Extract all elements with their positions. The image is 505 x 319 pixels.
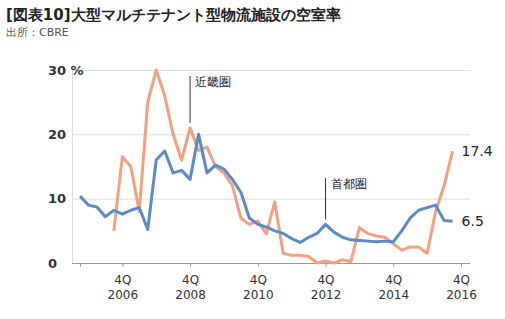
- x-tick-label: 4Q2006: [108, 273, 139, 303]
- x-tick-label: 4Q2012: [311, 273, 342, 303]
- x-tick-label: 4Q2010: [243, 273, 274, 303]
- y-tick-label: 30 %: [48, 63, 84, 78]
- x-tick-label-line: 4Q: [385, 273, 402, 287]
- x-axis: 4Q20064Q20084Q20104Q20124Q20144Q2016: [81, 263, 477, 302]
- x-tick: 4Q2010: [243, 263, 274, 302]
- y-axis-line: [73, 71, 471, 264]
- series-line: [80, 134, 453, 242]
- x-tick-label-line: 4Q: [453, 273, 470, 287]
- x-tick: 4Q2006: [108, 263, 139, 302]
- x-tick-label-line: 4Q: [182, 273, 199, 287]
- x-tick-mark: [258, 263, 259, 267]
- y-axis: 0 10 20 30 %: [48, 63, 470, 271]
- x-tick-mark: [122, 263, 123, 267]
- x-tick: 4Q2008: [175, 263, 206, 302]
- callout-line: [190, 76, 191, 123]
- x-tick-mark: [393, 263, 394, 267]
- x-tick-mark: [190, 263, 191, 267]
- y-tick: 30 %: [48, 63, 470, 78]
- x-tick-label-line: 2006: [108, 288, 139, 302]
- x-tick-mark: [326, 263, 327, 267]
- y-tick-label: 20: [48, 127, 66, 142]
- x-tick-label-line: 4Q: [317, 273, 334, 287]
- x-tick-label: 4Q2008: [175, 273, 206, 303]
- x-tick-label-line: 4Q: [114, 273, 131, 287]
- value-label: 6.5: [462, 213, 484, 229]
- y-tick: 10: [48, 191, 470, 206]
- series-label: 近畿圏: [195, 75, 231, 89]
- plot-area: [80, 70, 453, 263]
- grid-line: [72, 199, 470, 200]
- x-tick: 4Q2014: [378, 263, 409, 302]
- x-tick-label-line: 2008: [175, 288, 206, 302]
- y-tick-label: 0: [48, 256, 57, 271]
- x-tick-label: 4Q2016: [446, 273, 477, 303]
- chart: [図表10]大型マルチテナント型物流施設の空室率出所：CBRE 0 10 20 30 %…: [0, 0, 505, 319]
- callout-line: [325, 178, 326, 219]
- y-tick: 0: [48, 256, 470, 271]
- x-axis-line: [81, 264, 462, 268]
- x-tick-label-line: 4Q: [250, 273, 267, 287]
- x-tick-label: 4Q2014: [378, 273, 409, 303]
- title: [図表10]大型マルチテナント型物流施設の空室率: [6, 6, 341, 24]
- x-tick-mark: [461, 263, 462, 267]
- x-tick-label-line: 2012: [311, 288, 342, 302]
- grid-line: [72, 70, 470, 71]
- value-label: 17.4: [462, 143, 493, 159]
- x-tick: 4Q2016: [446, 263, 477, 302]
- x-tick-label-line: 2014: [378, 288, 409, 302]
- series-label: 首都圏: [331, 177, 367, 191]
- labels: 近畿圏 17.4 首都圏 6.5: [190, 75, 493, 229]
- x-tick-label-line: 2016: [446, 288, 477, 302]
- subtitle: 出所：CBRE: [6, 26, 69, 39]
- x-tick: 4Q2012: [311, 263, 342, 302]
- y-tick: 20: [48, 127, 470, 142]
- y-tick-label: 10: [48, 191, 66, 206]
- grid-line: [72, 134, 470, 135]
- x-tick-label-line: 2010: [243, 288, 274, 302]
